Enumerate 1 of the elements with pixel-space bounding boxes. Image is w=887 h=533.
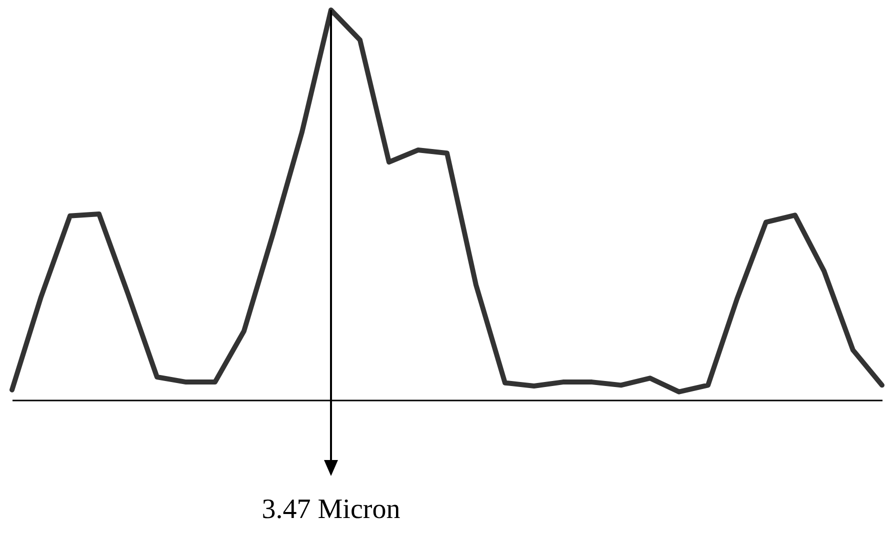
text: 3.47 Micron — [262, 494, 400, 525]
